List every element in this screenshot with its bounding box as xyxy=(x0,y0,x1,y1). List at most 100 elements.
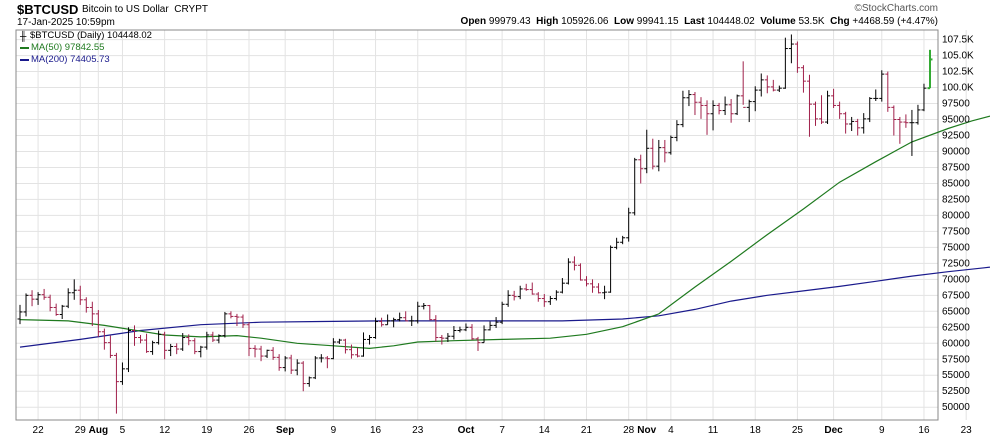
chart-header: $BTCUSD Bitcoin to US Dollar CRYPT 17-Ja… xyxy=(0,0,990,30)
ohlc-bar xyxy=(849,116,855,132)
ohlc-bar xyxy=(342,338,348,354)
ohlc-bar xyxy=(710,100,716,131)
y-tick-label: 67500 xyxy=(942,290,970,301)
high-value: 105926.06 xyxy=(561,16,609,27)
ohlc-bar xyxy=(204,331,210,350)
ohlc-bar xyxy=(348,344,354,359)
ohlc-bar xyxy=(282,356,288,372)
ohlc-bar xyxy=(113,352,119,414)
ohlc-bar xyxy=(276,354,282,371)
last-label: Last xyxy=(684,16,705,27)
ohlc-bar xyxy=(403,311,409,322)
quote-datetime: 17-Jan-2025 10:59pm xyxy=(17,17,115,28)
ohlc-bar xyxy=(23,293,29,317)
ohlc-bar xyxy=(409,315,415,327)
ohlc-bar xyxy=(541,294,547,307)
ohlc-bar xyxy=(885,71,891,112)
y-tick-label: 105.0K xyxy=(942,51,974,62)
x-tick-label: 26 xyxy=(243,425,255,436)
x-tick-label: 23 xyxy=(961,425,973,436)
ohlc-bar xyxy=(210,331,216,342)
chg-label: Chg xyxy=(830,16,850,27)
ohlc-bar xyxy=(897,116,903,144)
x-tick-label: 11 xyxy=(708,425,719,436)
watermark: ©StockCharts.com xyxy=(854,3,938,14)
description-text: Bitcoin to US Dollar xyxy=(82,4,169,15)
x-tick-label: 5 xyxy=(120,425,126,436)
bar-layer xyxy=(17,34,933,414)
y-tick-label: 65000 xyxy=(942,306,970,317)
y-tick-label: 50000 xyxy=(942,402,970,413)
ohlc-bar xyxy=(776,85,782,93)
x-tick-label: Aug xyxy=(89,425,108,436)
ohlc-bar xyxy=(125,327,131,373)
ohlc-bar xyxy=(312,356,318,380)
ohlc-bar xyxy=(379,317,385,327)
last-value: 104448.02 xyxy=(707,16,755,27)
ohlc-bar xyxy=(734,94,740,116)
ohlc-bar xyxy=(475,336,481,351)
ohlc-bar xyxy=(463,323,469,332)
ohlc-bar xyxy=(662,139,668,163)
ohlc-bar xyxy=(132,325,138,346)
x-tick-label: 16 xyxy=(918,425,930,436)
quote-summary: Open 99979.43 High 105926.06 Low 99941.1… xyxy=(461,16,938,27)
ohlc-bar xyxy=(770,79,776,92)
ohlc-bar xyxy=(614,237,620,250)
ohlc-bar xyxy=(602,285,608,300)
ohlc-bar xyxy=(391,317,397,328)
volume-value: 53.5K xyxy=(798,16,825,27)
x-tick-label: 19 xyxy=(201,425,213,436)
x-tick-label: 21 xyxy=(581,425,593,436)
ohlc-bar xyxy=(746,99,752,123)
ohlc-bar xyxy=(487,321,493,331)
grid-layer xyxy=(16,30,967,420)
low-value: 99941.15 xyxy=(636,16,679,27)
x-tick-label: Oct xyxy=(458,425,475,436)
ohlc-bar xyxy=(674,120,680,142)
ohlc-bar xyxy=(138,334,144,344)
y-tick-label: 72500 xyxy=(942,258,970,269)
ohlc-bar xyxy=(144,333,150,353)
ohlc-bar xyxy=(59,304,65,319)
ohlc-bar xyxy=(17,304,23,325)
x-tick-label: 25 xyxy=(792,425,804,436)
ohlc-bar xyxy=(632,157,638,216)
y-tick-label: 100.0K xyxy=(942,83,974,94)
ohlc-bar xyxy=(421,303,427,310)
y-tick-label: 95000 xyxy=(942,115,970,126)
y-tick-label: 82500 xyxy=(942,194,970,205)
ohlc-bar xyxy=(794,41,800,73)
legend-price: ╫ $BTCUSD (Daily) 104448.02 xyxy=(20,30,152,42)
ohlc-bar xyxy=(638,154,644,184)
ohlc-bar xyxy=(397,312,403,322)
low-label: Low xyxy=(614,16,635,27)
ohlc-bar xyxy=(565,258,571,285)
ohlc-bar xyxy=(234,313,240,327)
y-tick-label: 70000 xyxy=(942,274,970,285)
ohlc-bar xyxy=(608,245,614,293)
ohlc-bar xyxy=(95,310,101,337)
ohlc-bar xyxy=(71,279,77,300)
x-tick-label: 22 xyxy=(33,425,45,436)
ohlc-bar xyxy=(222,311,228,338)
ohlc-bar xyxy=(583,276,589,287)
ohlc-bar xyxy=(909,109,915,156)
ohlc-bar xyxy=(873,89,879,101)
y-tick-label: 92500 xyxy=(942,130,970,141)
y-tick-label: 85000 xyxy=(942,178,970,189)
ohlc-bar xyxy=(156,330,162,345)
ohlc-bar xyxy=(837,101,843,119)
ohlc-bar xyxy=(704,100,710,135)
ohlc-bar xyxy=(481,325,487,344)
ohlc-bar xyxy=(547,295,553,305)
y-tick-label: 52500 xyxy=(942,386,970,397)
ohlc-bar xyxy=(445,333,451,342)
ohlc-bar-icon: ╫ xyxy=(20,31,27,41)
ohlc-bar xyxy=(499,301,505,325)
x-tick-label: 4 xyxy=(668,425,674,436)
ohlc-bar xyxy=(891,105,897,136)
x-tick-label: 18 xyxy=(750,425,762,436)
y-tick-label: 57500 xyxy=(942,354,970,365)
chart-legend: ╫ $BTCUSD (Daily) 104448.02 MA(50) 97842… xyxy=(20,30,152,66)
